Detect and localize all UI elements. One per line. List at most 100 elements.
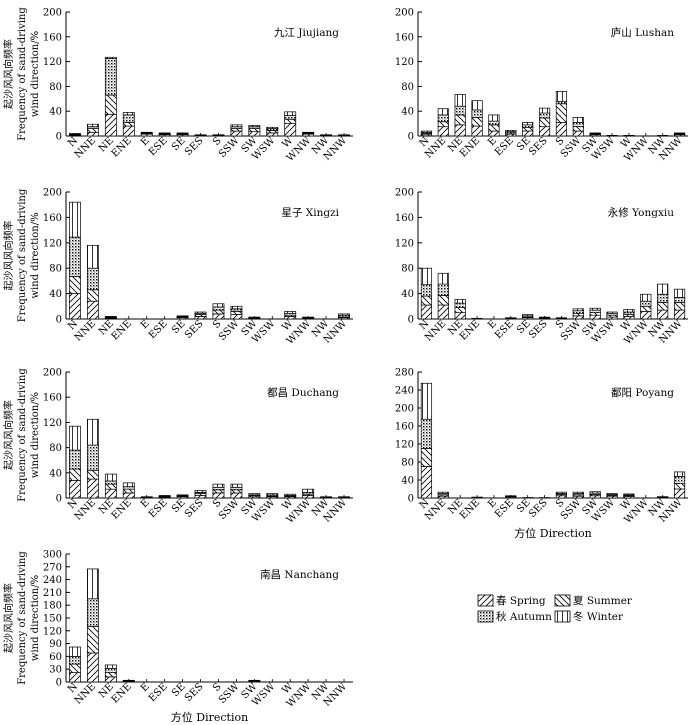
y-tick-label: 80 xyxy=(401,82,414,93)
bar-segment-nne-autumn xyxy=(86,598,99,627)
x-tick-label: SES xyxy=(183,681,206,704)
panel-title: 鄱阳 Poyang xyxy=(611,386,674,399)
bar-segment-ne-autumn xyxy=(104,480,117,485)
bar-segment-ne-spring xyxy=(104,113,117,137)
bar-segment-ne-winter xyxy=(104,316,117,318)
panel-title: 庐山 Lushan xyxy=(611,26,674,39)
bar-segment-s-autumn xyxy=(212,306,225,311)
bar-segment-n-spring xyxy=(420,466,433,499)
y-tick-label: 200 xyxy=(395,404,414,415)
bar-segment-wsw-summer xyxy=(266,130,279,134)
bar-segment-sw-summer xyxy=(589,312,601,316)
bar-segment-ese-winter xyxy=(158,132,171,134)
bar-segment-nne-spring xyxy=(437,304,449,320)
y-tick-label: 200 xyxy=(395,8,414,19)
legend-label: 秋 Autumn xyxy=(496,610,552,623)
y-tick-label: 0 xyxy=(408,132,414,143)
y-tick-label: 80 xyxy=(49,443,62,454)
bar-segment-ssw-summer xyxy=(572,312,584,317)
y-tick-label: 40 xyxy=(401,476,414,487)
bar-segment-nnw-autumn xyxy=(673,297,686,303)
bar-segment-e-winter xyxy=(488,114,500,122)
legend-swatch-spring xyxy=(477,594,494,607)
bar-segment-ne-autumn xyxy=(104,58,117,96)
legend-label: 夏 Summer xyxy=(573,595,633,607)
y-tick-label: 120 xyxy=(395,238,414,249)
y-tick-label: 160 xyxy=(43,393,62,404)
y-tick-label: 120 xyxy=(43,238,62,249)
y-tick-label: 120 xyxy=(43,626,62,637)
bar-segment-nw-summer xyxy=(657,302,669,311)
bar-segment-ne-autumn xyxy=(104,667,117,673)
bar-segment-wnw-autumn xyxy=(640,300,652,307)
bar-segment-n-autumn xyxy=(69,236,81,277)
bar-segment-nne-spring xyxy=(437,126,449,137)
bar-segment-se-winter xyxy=(176,132,189,134)
y-tick-label: 90 xyxy=(49,639,62,650)
bar-segment-nne-autumn xyxy=(437,283,449,296)
bar-segment-ses-autumn xyxy=(538,316,551,319)
bar-segment-ene-summer xyxy=(122,488,135,494)
y-tick-label: 160 xyxy=(43,32,62,43)
bar-segment-nnw-autumn xyxy=(673,476,686,484)
bar-segment-nne-summer xyxy=(86,289,99,302)
y-axis-label: 起沙风风向频率 xyxy=(2,39,15,109)
y-tick-label: 200 xyxy=(43,8,62,19)
bar-segment-ne-summer xyxy=(104,94,117,115)
bar-segment-s-winter xyxy=(555,491,568,494)
x-tick-label: ESE xyxy=(147,681,170,704)
bar-segment-ene-autumn xyxy=(122,114,135,123)
x-tick-label: NNE xyxy=(73,681,98,706)
y-axis-label: wind direction/% xyxy=(30,212,41,298)
bar-segment-wsw-winter xyxy=(266,493,279,496)
y-tick-label: 160 xyxy=(43,213,62,224)
bar-segment-s-spring xyxy=(555,122,568,137)
y-tick-label: 240 xyxy=(395,386,414,397)
y-tick-label: 60 xyxy=(49,652,62,663)
y-tick-label: 120 xyxy=(43,418,62,429)
y-axis-label: 起沙风风向频率 xyxy=(2,583,15,653)
bar-segment-sw-winter xyxy=(589,132,601,134)
bar-segment-ene-summer xyxy=(122,122,135,127)
y-axis-label: wind direction/% xyxy=(30,392,41,478)
bar-segment-n-winter xyxy=(420,382,433,420)
bar-segment-w-winter xyxy=(623,309,635,313)
y-tick-label: 30 xyxy=(49,665,62,676)
bar-segment-nnw-summer xyxy=(673,483,686,490)
bar-segment-n-spring xyxy=(69,480,81,499)
y-tick-label: 120 xyxy=(395,57,414,68)
bar-segment-w-spring xyxy=(623,135,635,137)
bar-segment-nne-winter xyxy=(86,418,99,446)
y-tick-label: 40 xyxy=(49,468,62,479)
bar-segment-n-winter xyxy=(69,646,81,657)
bar-segment-n-winter xyxy=(69,201,81,238)
bar-segment-se-winter xyxy=(522,314,534,317)
bar-segment-ssw-winter xyxy=(572,308,584,312)
panel-title: 星子 Xingzi xyxy=(281,207,339,219)
bar-segment-ssw-winter xyxy=(230,305,243,310)
bar-segment-ssw-summer xyxy=(230,311,243,315)
y-tick-label: 160 xyxy=(395,422,414,433)
x-tick-label: ESE xyxy=(147,135,170,158)
bar-segment-ssw-autumn xyxy=(230,308,243,312)
y-tick-label: 280 xyxy=(395,368,414,379)
panel-title: 永修 Yongxiu xyxy=(608,206,674,219)
bar-segment-sw-autumn xyxy=(589,309,601,313)
y-tick-label: 120 xyxy=(395,440,414,451)
bar-segment-se-winter xyxy=(176,494,189,496)
bar-segment-nne-summer xyxy=(437,121,449,128)
legend-label: 冬 Winter xyxy=(573,610,624,623)
bar-segment-n-winter xyxy=(420,130,433,133)
bar-segment-nne-autumn xyxy=(437,114,449,123)
bar-segment-ene-autumn xyxy=(471,109,483,118)
bar-segment-ne-autumn xyxy=(454,302,466,308)
bar-segment-ssw-summer xyxy=(572,126,584,132)
bar-segment-nw-spring xyxy=(657,135,669,137)
bar-segment-ene-spring xyxy=(471,318,483,320)
bar-segment-se-summer xyxy=(522,126,534,132)
bar-segment-nnw-winter xyxy=(338,496,350,498)
bar-segment-ne-summer xyxy=(104,483,117,490)
